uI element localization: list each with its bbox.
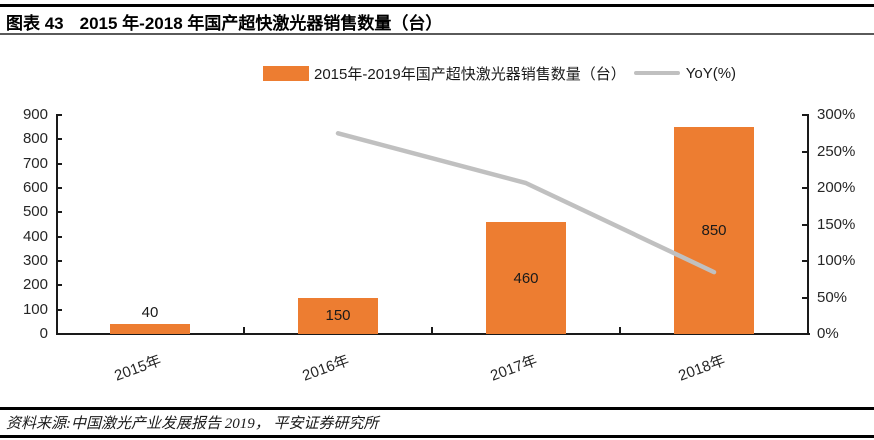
top-border bbox=[0, 4, 874, 7]
y-axis-left-tick bbox=[56, 235, 62, 238]
y-axis-right-tick-label: 250% bbox=[817, 142, 856, 160]
legend-bar-swatch bbox=[263, 65, 309, 81]
y-axis-right-tick-label: 150% bbox=[817, 215, 856, 233]
source-divider bbox=[0, 407, 874, 410]
y-axis-left-tick-label: 800 bbox=[22, 130, 48, 148]
y-axis-left-tick bbox=[56, 211, 62, 214]
x-axis-category-label: 2015年 bbox=[112, 352, 164, 385]
y-axis-left-tick-label: 700 bbox=[22, 154, 48, 172]
bar-data-label: 460 bbox=[513, 269, 539, 287]
bar-data-label: 150 bbox=[325, 307, 351, 325]
y-axis-left-tick-label: 300 bbox=[22, 252, 48, 269]
x-axis-tick bbox=[431, 327, 433, 334]
x-axis-category-label: 2017年 bbox=[488, 352, 540, 385]
figure-label: 图表 43 bbox=[6, 14, 64, 33]
y-axis-right-tick bbox=[802, 296, 808, 299]
y-axis-left-tick bbox=[56, 260, 62, 262]
y-axis-left-tick bbox=[56, 114, 62, 116]
y-axis-left-tick bbox=[56, 308, 62, 311]
figure-title: 图表 43 2015 年-2018 年国产超快激光器销售数量（台） bbox=[6, 9, 442, 34]
y-axis-left-tick-label: 400 bbox=[22, 227, 48, 245]
y-axis-left-tick bbox=[56, 138, 62, 141]
x-axis-category-label: 2016年 bbox=[300, 352, 352, 385]
y-axis-right-tick bbox=[802, 223, 808, 226]
figure-title-text: 2015 年-2018 年国产超快激光器销售数量（台） bbox=[79, 14, 443, 33]
y-axis-left-tick-label: 200 bbox=[22, 276, 48, 294]
x-axis bbox=[56, 333, 810, 335]
y-axis-right-tick-label: 0% bbox=[817, 325, 839, 342]
y-axis-right bbox=[807, 114, 809, 335]
y-axis-right-tick-label: 300% bbox=[817, 106, 856, 123]
chart-legend: 2015年-2019年国产超快激光器销售数量（台） YoY(%) bbox=[263, 64, 737, 83]
source-note: 资料来源:中国激光产业发展报告 2019， 平安证券研究所 bbox=[6, 416, 379, 432]
y-axis-left-tick-label: 900 bbox=[22, 106, 48, 123]
y-axis-left-tick-label: 500 bbox=[22, 203, 48, 221]
y-axis-left-tick-label: 100 bbox=[22, 300, 48, 318]
y-axis-right-tick bbox=[802, 187, 808, 189]
y-axis-right-tick-label: 50% bbox=[817, 288, 848, 306]
bottom-border bbox=[0, 435, 874, 438]
x-axis-tick bbox=[243, 327, 245, 334]
y-axis-left-tick bbox=[56, 333, 62, 335]
y-axis-right-tick bbox=[802, 333, 808, 335]
y-axis-left-tick bbox=[56, 284, 62, 287]
legend-line-swatch bbox=[633, 71, 680, 75]
y-axis-right-tick-label: 100% bbox=[817, 252, 856, 269]
bar-data-label: 850 bbox=[701, 222, 727, 240]
y-axis-right-tick bbox=[802, 260, 808, 262]
legend-bar-label: 2015年-2019年国产超快激光器销售数量（台） bbox=[314, 65, 626, 83]
bar-data-label: 40 bbox=[141, 304, 159, 322]
y-axis-right-tick-label: 200% bbox=[817, 179, 856, 196]
y-axis-left-tick bbox=[56, 187, 62, 189]
y-axis-left-tick-label: 0 bbox=[39, 325, 48, 342]
y-axis-left bbox=[56, 114, 58, 335]
bar-2016年 bbox=[298, 297, 378, 334]
y-axis-right-tick bbox=[802, 150, 808, 153]
bar-2015年 bbox=[110, 324, 190, 334]
y-axis-left-tick bbox=[56, 162, 62, 165]
title-divider bbox=[0, 33, 874, 35]
legend-line-label: YoY(%) bbox=[685, 64, 737, 82]
y-axis-right-tick bbox=[802, 114, 808, 116]
y-axis-left-tick-label: 600 bbox=[22, 179, 48, 196]
x-axis-tick bbox=[619, 327, 621, 334]
x-axis-category-label: 2018年 bbox=[676, 352, 728, 385]
